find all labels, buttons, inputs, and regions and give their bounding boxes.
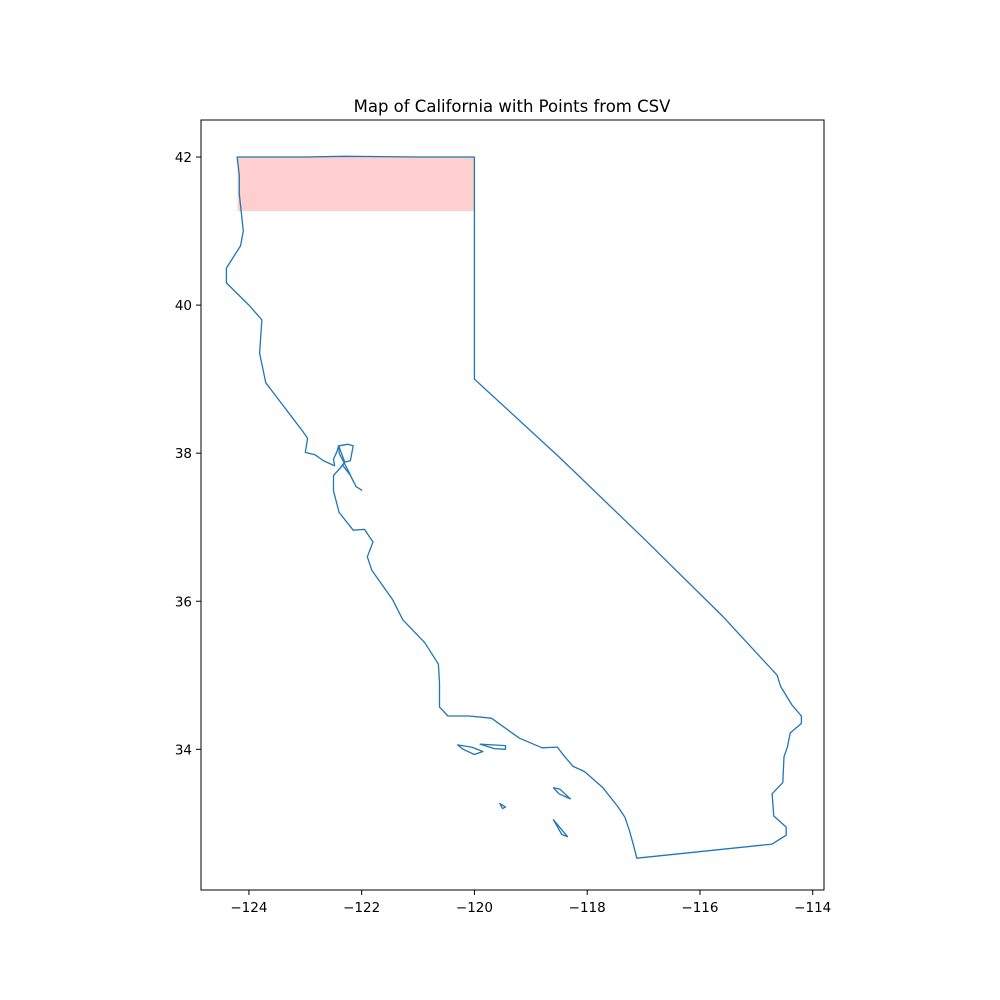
y-tick-label: 42 — [175, 150, 192, 166]
y-axis: 34 36 38 40 42 — [175, 150, 201, 758]
california-outline — [225, 155, 803, 859]
plot-area — [225, 155, 803, 859]
map-title: Map of California with Points from CSV — [354, 97, 672, 116]
island-outline-5 — [552, 819, 569, 838]
island-outline-2 — [479, 743, 507, 750]
x-tick-label: −124 — [230, 900, 267, 916]
x-tick-label: −120 — [456, 900, 493, 916]
bay-outline — [338, 443, 363, 491]
island-outline-3 — [499, 802, 507, 810]
highlight-region — [237, 157, 475, 212]
axes-frame — [200, 119, 825, 891]
x-tick-label: −116 — [681, 900, 718, 916]
x-tick-label: −118 — [569, 900, 606, 916]
x-tick-label: −122 — [343, 900, 380, 916]
y-tick-label: 40 — [175, 298, 192, 314]
island-outline-1 — [456, 744, 484, 756]
x-axis: −124 −122 −120 −118 −116 −114 — [230, 890, 831, 916]
y-tick-label: 34 — [175, 742, 192, 758]
x-tick-label: −114 — [794, 900, 831, 916]
y-tick-label: 36 — [175, 594, 192, 610]
island-outline-4 — [552, 787, 571, 800]
y-tick-label: 38 — [175, 446, 192, 462]
